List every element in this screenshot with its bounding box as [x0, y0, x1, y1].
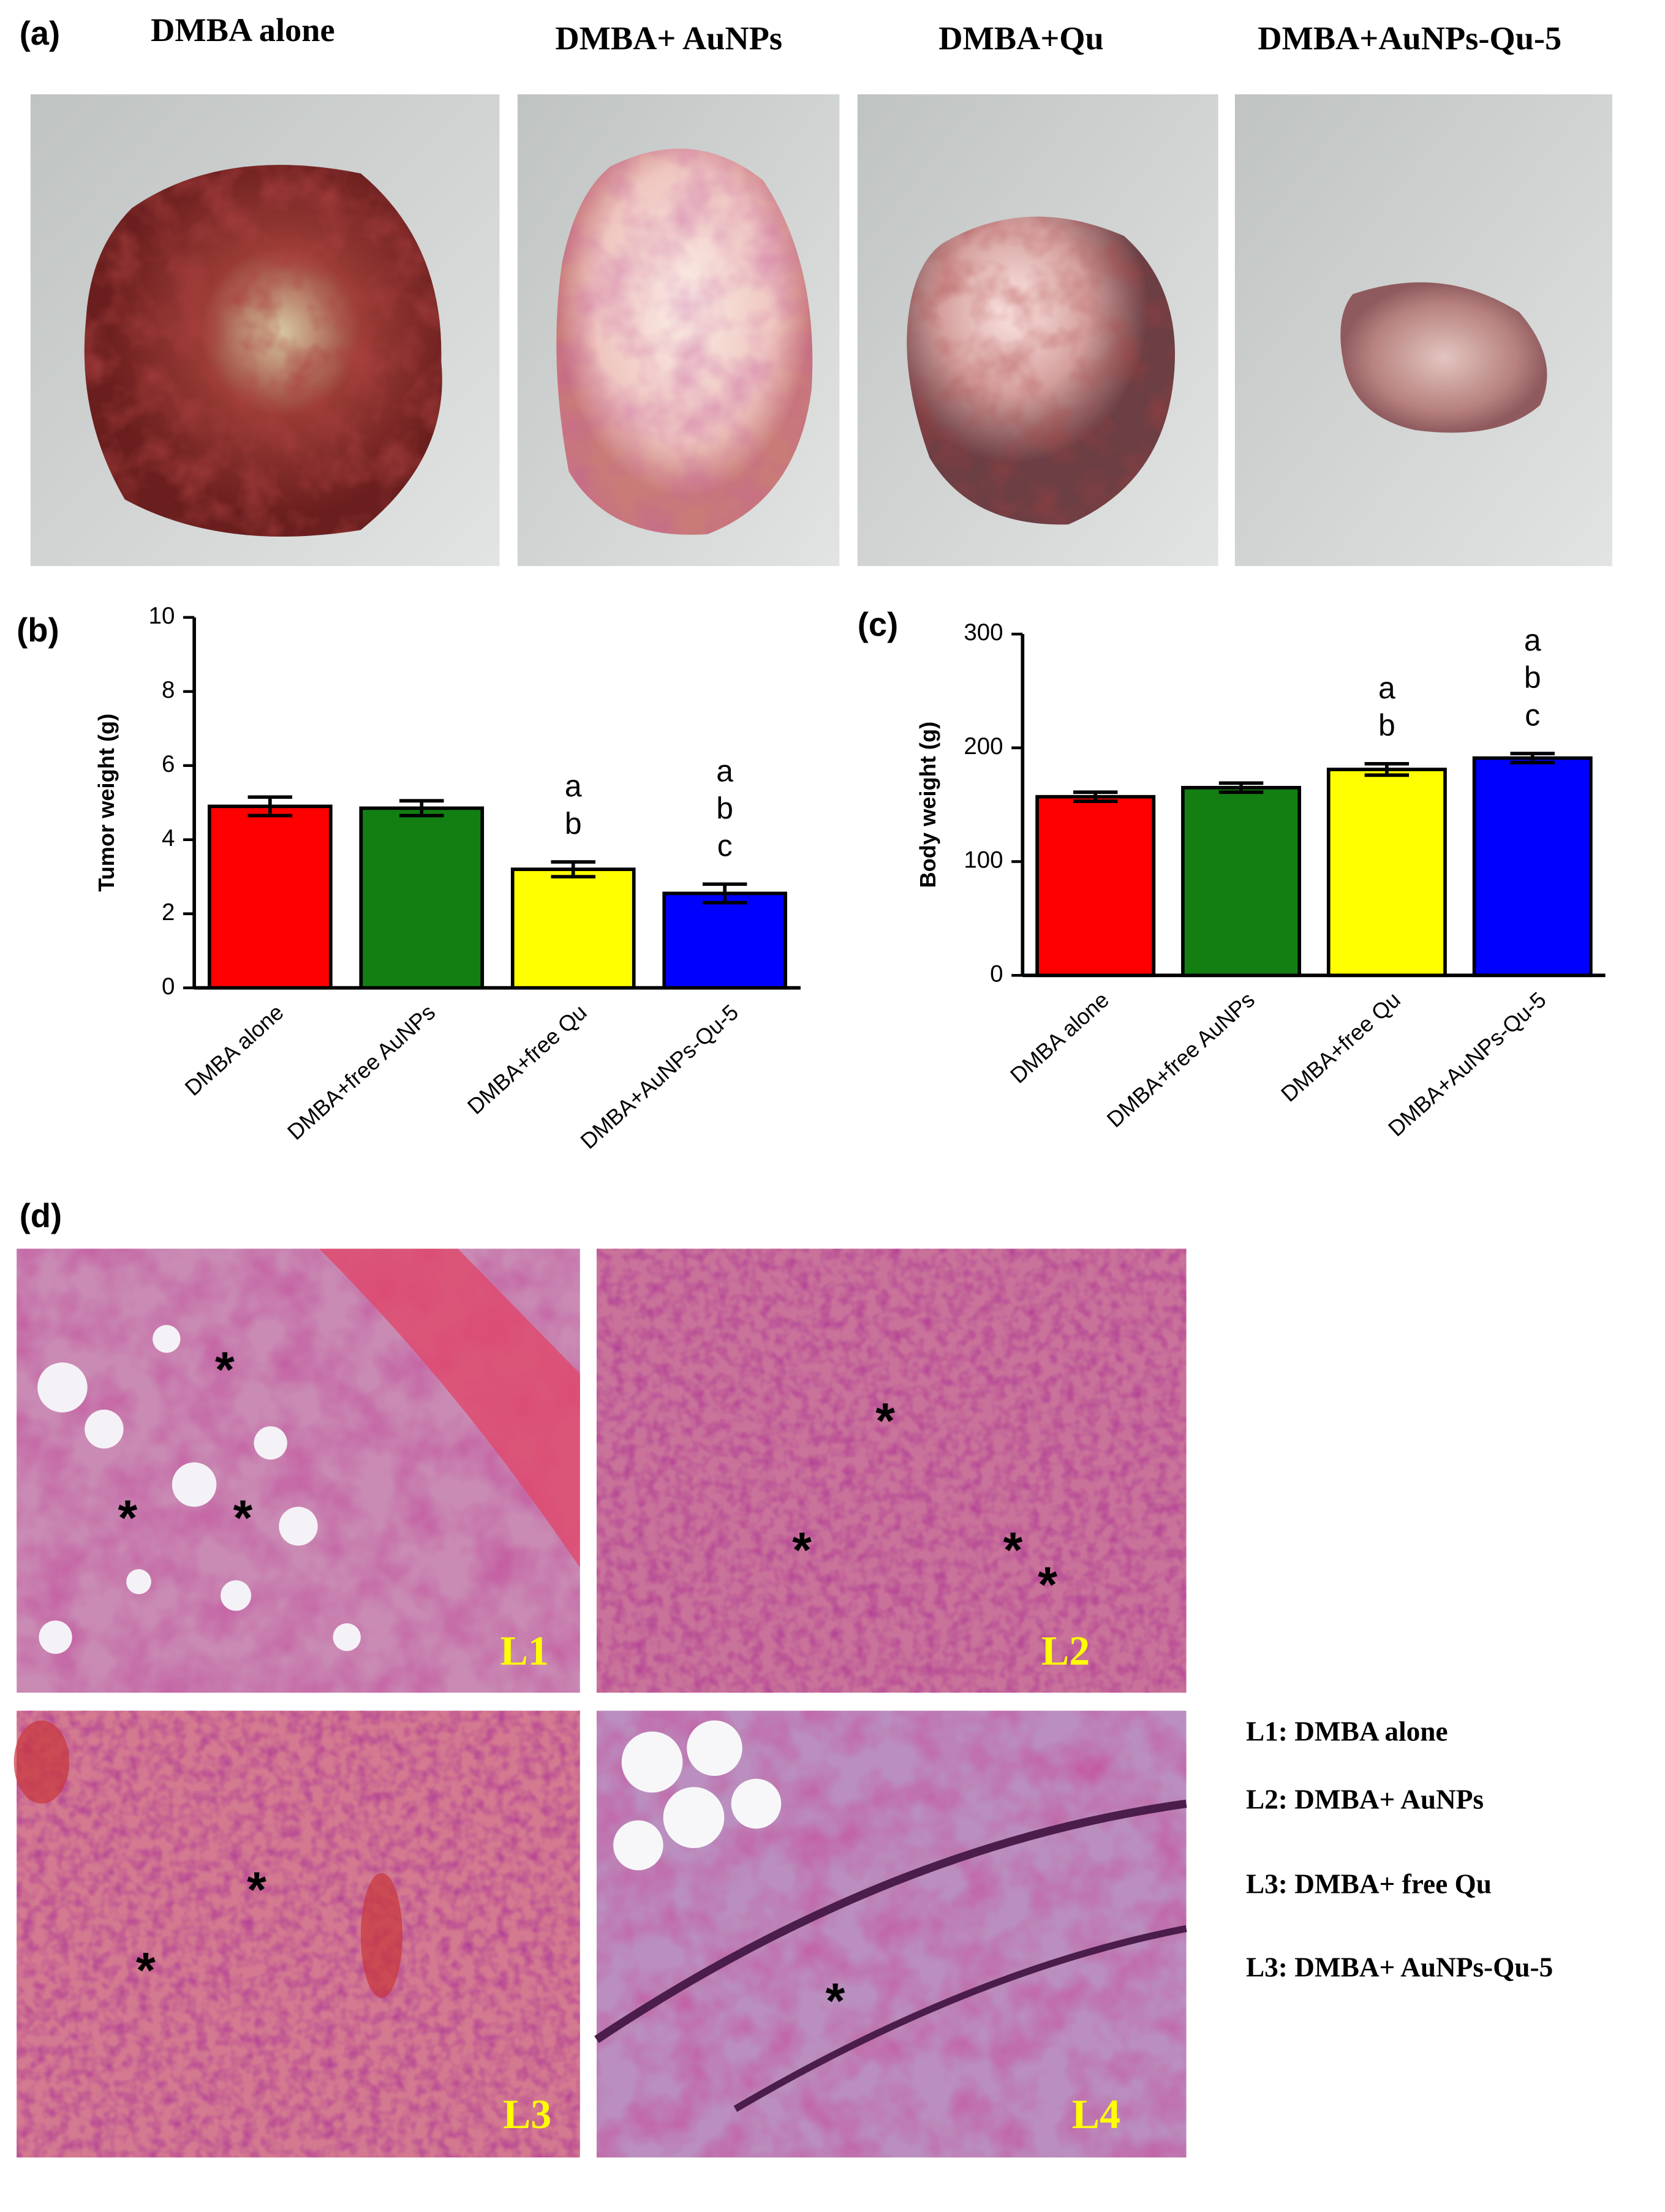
bar [1326, 768, 1447, 978]
y-tick-label: 6 [162, 751, 175, 777]
panel-label: (b) [17, 611, 59, 649]
y-tick-label: 10 [149, 603, 175, 629]
significance-letter: a [565, 769, 582, 803]
significance-letter: a [1378, 671, 1395, 705]
asterisk: * [247, 1862, 266, 1918]
y-tick-label: 8 [162, 677, 175, 703]
y-tick-label: 100 [964, 847, 1003, 874]
histology-image [594, 1710, 1187, 2157]
x-tick-label: DMBA+free AuNPs [1102, 987, 1259, 1132]
asterisk: * [826, 1973, 845, 2029]
image-label: L3 [503, 2091, 551, 2137]
histology-image [596, 1248, 1187, 1693]
significance-letter: b [716, 791, 733, 825]
bar [1472, 756, 1593, 978]
photo-title: DMBA alone [151, 12, 334, 48]
y-axis-label: Body weight (g) [915, 722, 940, 888]
significance-letter: a [1524, 623, 1541, 657]
panel-label: (a) [20, 15, 60, 52]
asterisk: * [215, 1342, 235, 1398]
x-tick-label: DMBA+AuNPs-Qu-5 [1383, 987, 1551, 1141]
legend-entry: L3: DMBA+ free Qu [1246, 1869, 1492, 1900]
tumor-photo [1234, 94, 1612, 567]
asterisk: * [1003, 1522, 1023, 1578]
photo-title: DMBA+AuNPs-Qu-5 [1258, 20, 1561, 56]
photo-title: DMBA+Qu [938, 20, 1104, 56]
photo-title: DMBA+ AuNPs [555, 20, 782, 56]
panel-label: (c) [858, 606, 898, 643]
image-label: L2 [1041, 1628, 1090, 1674]
significance-letter: c [717, 829, 733, 863]
asterisk: * [118, 1490, 138, 1546]
y-tick-label: 2 [162, 899, 175, 926]
y-tick-label: 0 [990, 961, 1003, 987]
panel-label: (d) [20, 1197, 62, 1234]
legend-entry: L1: DMBA alone [1246, 1716, 1448, 1747]
y-tick-label: 300 [964, 619, 1003, 646]
bar [359, 806, 485, 990]
x-tick-label: DMBA+free Qu [1276, 987, 1405, 1106]
tumor-photo [857, 94, 1218, 567]
bar [208, 804, 333, 990]
x-tick-label: DMBA+free Qu [462, 999, 592, 1119]
tumor-photo [517, 94, 840, 567]
x-tick-label: DMBA+AuNPs-Qu-5 [576, 999, 743, 1153]
asterisk: * [792, 1522, 812, 1578]
x-tick-label: DMBA alone [1005, 987, 1114, 1088]
x-tick-label: DMBA+free AuNPs [282, 999, 440, 1144]
bar [510, 867, 636, 990]
legend-entry: L3: DMBA+ AuNPs-Qu-5 [1246, 1952, 1553, 1983]
significance-letter: a [716, 753, 733, 788]
tumor-photo [30, 94, 500, 567]
legend-entry: L2: DMBA+ AuNPs [1246, 1784, 1484, 1815]
histology-image [17, 1248, 580, 1693]
significance-letter: c [1525, 698, 1540, 732]
asterisk: * [875, 1394, 895, 1449]
bar [662, 891, 787, 990]
asterisk: * [1038, 1557, 1057, 1613]
image-label: L4 [1072, 2091, 1120, 2137]
bar [1181, 785, 1302, 978]
y-tick-label: 200 [964, 733, 1003, 760]
x-tick-label: DMBA alone [180, 999, 289, 1100]
significance-letter: b [1378, 708, 1395, 742]
y-axis-label: Tumor weight (g) [94, 714, 119, 892]
significance-letter: b [1524, 660, 1541, 695]
y-tick-label: 0 [162, 973, 175, 1000]
significance-letter: b [565, 806, 582, 840]
asterisk: * [233, 1490, 253, 1546]
image-label: L1 [500, 1628, 549, 1674]
bar [1035, 795, 1156, 978]
y-tick-label: 4 [162, 825, 175, 851]
asterisk: * [136, 1943, 156, 1999]
histology-image [13, 1710, 580, 2157]
